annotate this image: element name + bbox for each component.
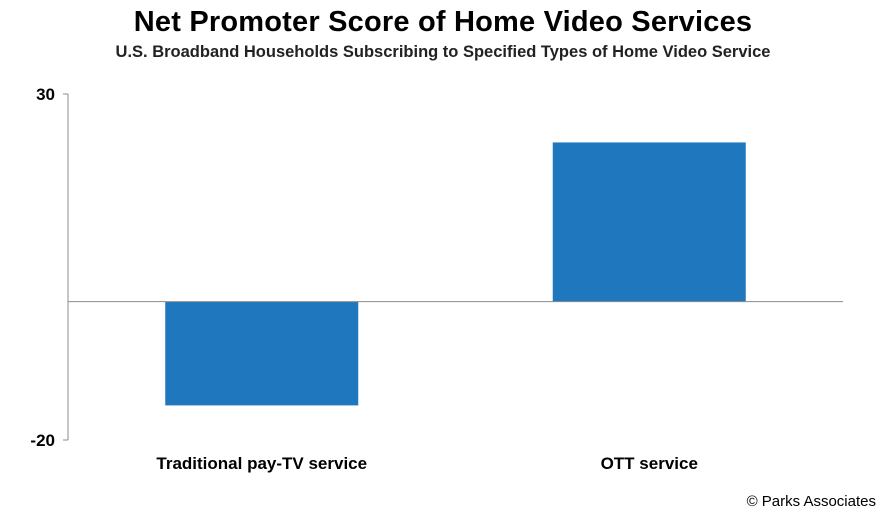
copyright-credit: © Parks Associates: [746, 493, 876, 510]
y-tick-label-1: -20: [30, 431, 55, 450]
bar-1: [552, 142, 746, 302]
axes-group: [63, 93, 843, 441]
bars-group: [165, 142, 746, 406]
labels-group: Traditional pay-TV service OTT service 30 -…: [30, 85, 697, 473]
chart-title: Net Promoter Score of Home Video Service…: [133, 6, 753, 38]
y-tick-label-0: 30: [36, 85, 55, 104]
bar-0: [165, 301, 359, 406]
x-tick-label-0: Traditional pay-TV service: [156, 454, 367, 473]
x-tick-label-1: OTT service: [601, 454, 698, 473]
chart-subtitle: U.S. Broadband Households Subscribing to…: [115, 43, 771, 61]
